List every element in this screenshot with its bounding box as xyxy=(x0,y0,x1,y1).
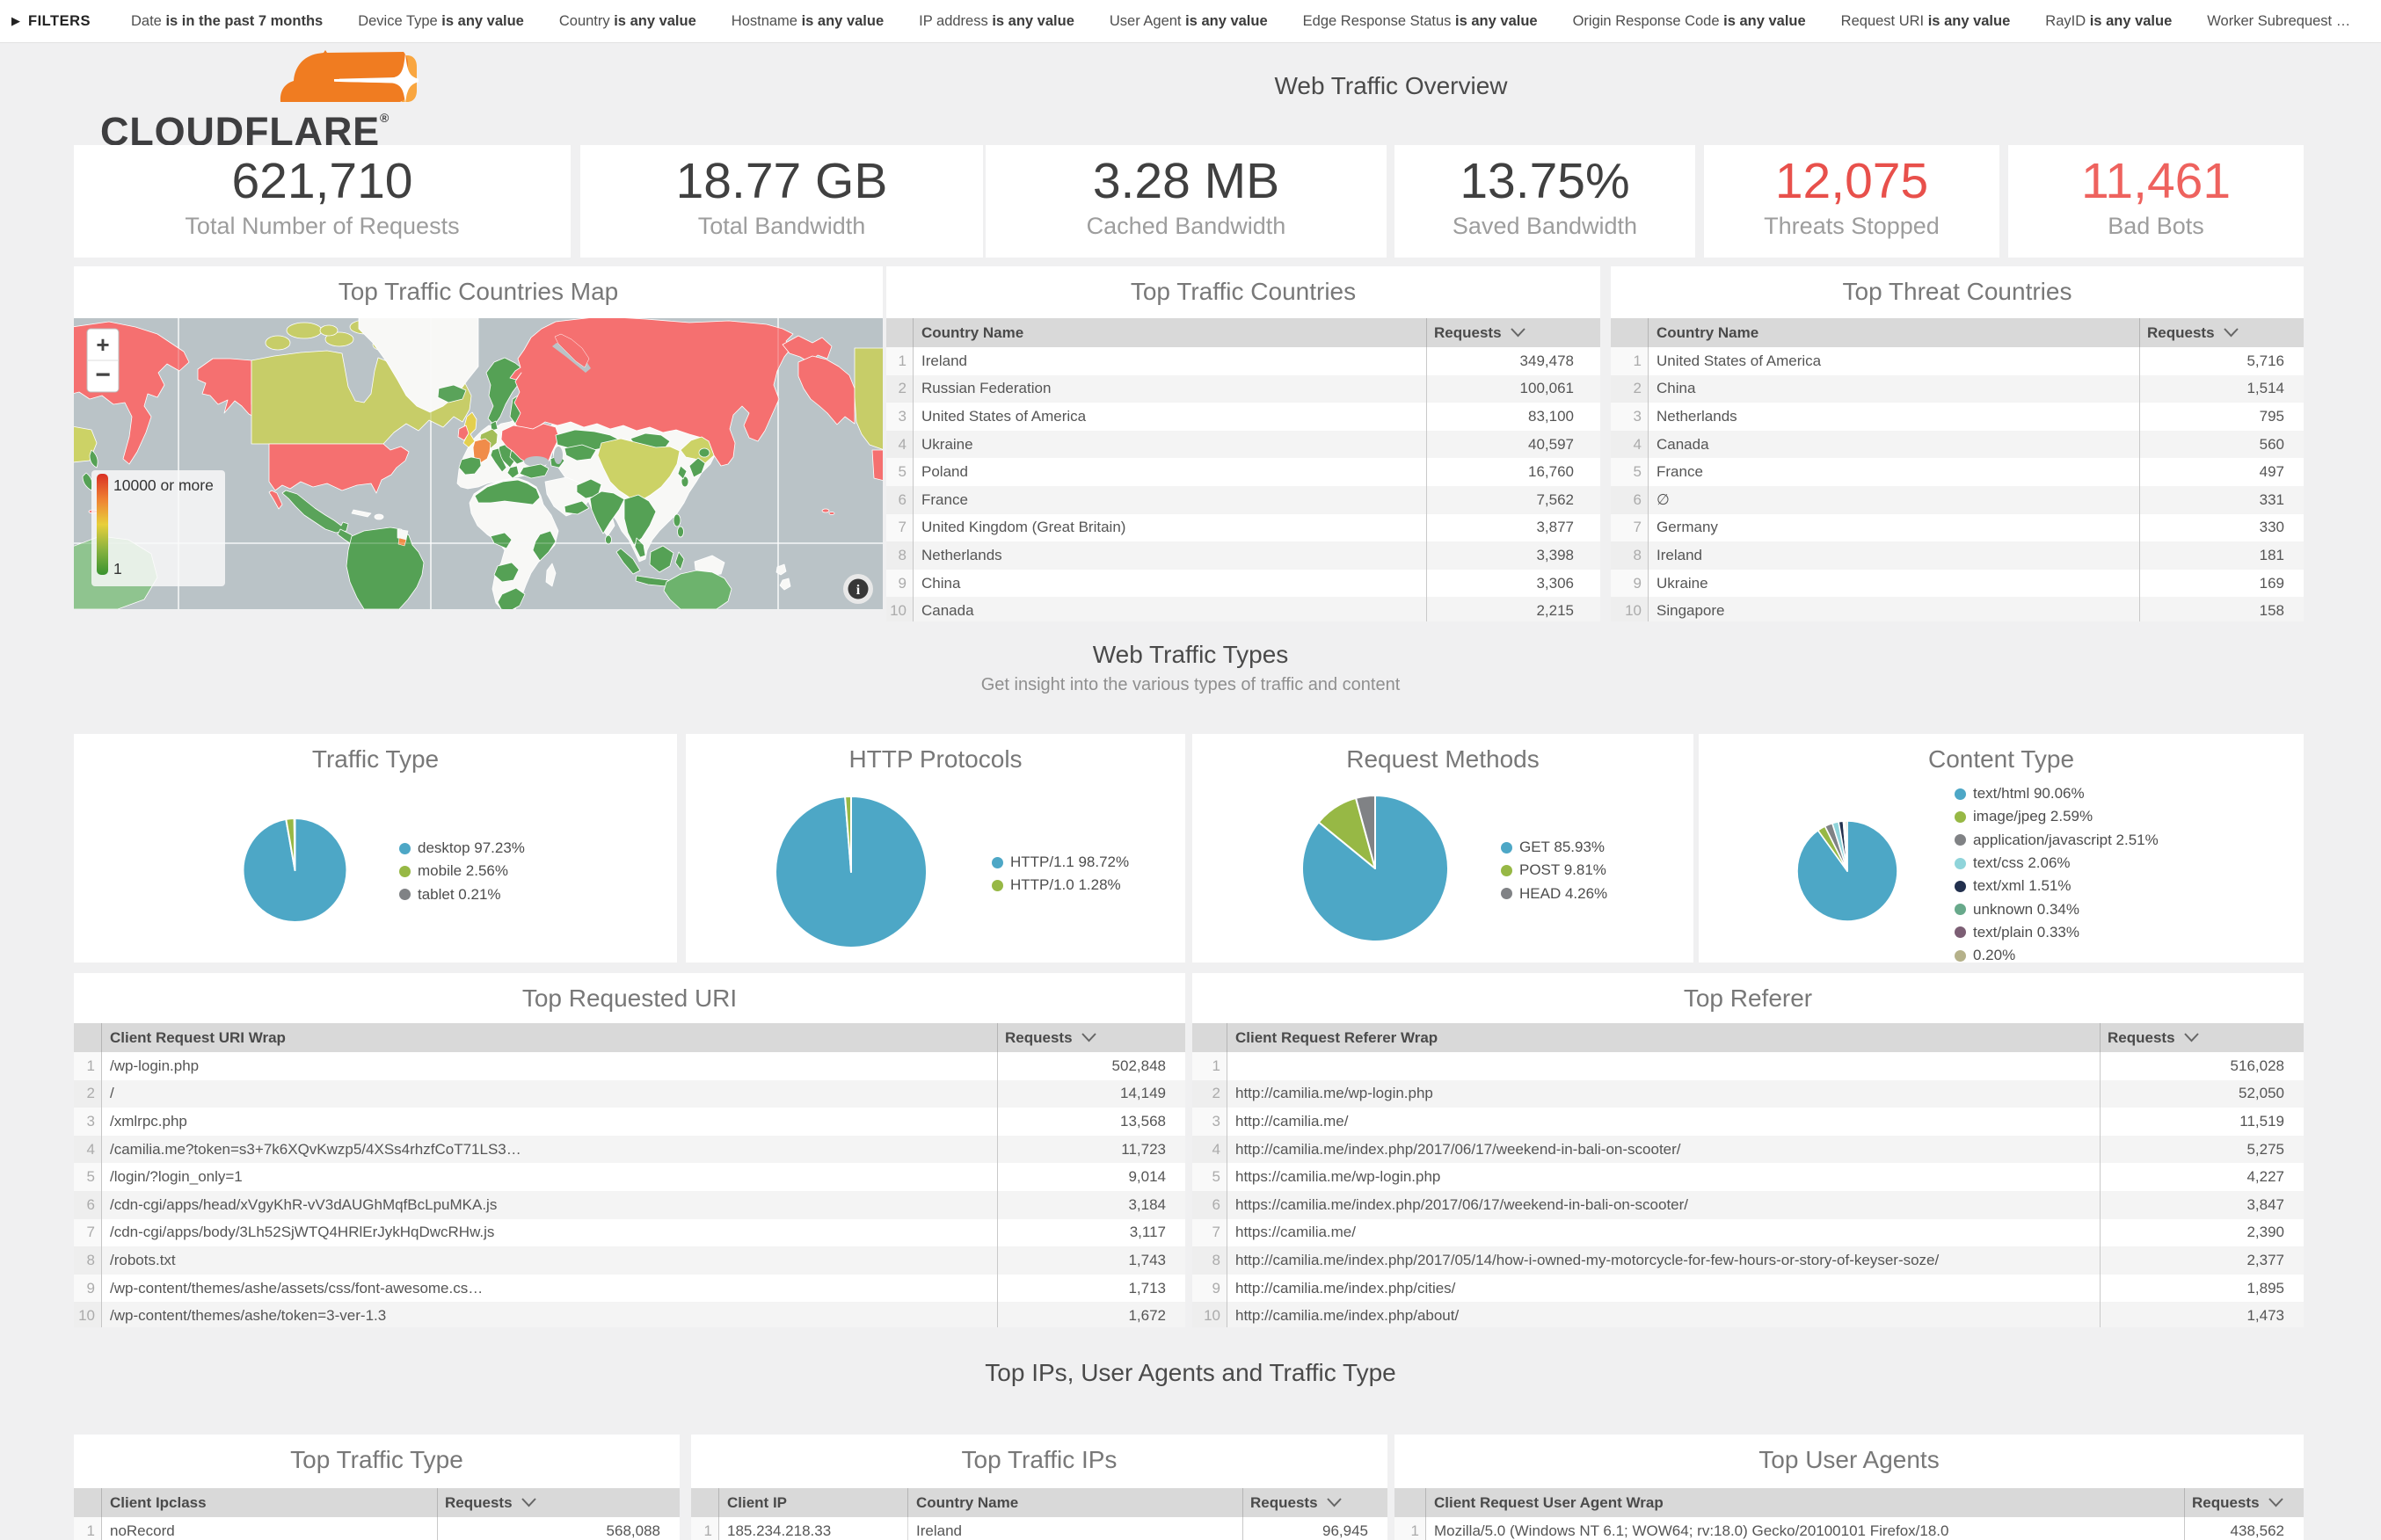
svg-text:i: i xyxy=(856,583,861,598)
svg-text:−: − xyxy=(95,360,111,389)
svg-text:10000 or more: 10000 or more xyxy=(113,476,214,494)
svg-text:+: + xyxy=(96,331,109,358)
svg-text:1: 1 xyxy=(113,560,122,578)
